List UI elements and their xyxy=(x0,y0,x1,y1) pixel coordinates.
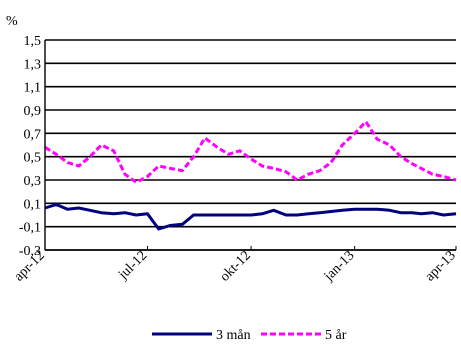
y-tick-label: -0,3 xyxy=(19,244,41,259)
y-tick-labels: 1,5 1,3 1,1 0,9 0,7 0,5 0,3 0,1 -0,1 -0,3 xyxy=(19,34,41,259)
y-tick-label: 1,5 xyxy=(24,34,42,49)
x-tick-label: apr-13 xyxy=(423,248,459,284)
legend-label: 3 mån xyxy=(216,328,251,343)
y-tick-label: 0,1 xyxy=(24,197,42,212)
x-tick-labels: apr-12 jul-12 okt-12 jan-13 apr-13 xyxy=(12,248,459,285)
series-line-solid xyxy=(44,203,457,231)
axes xyxy=(44,40,457,251)
series-layer xyxy=(44,120,457,231)
y-tick-label: 0,9 xyxy=(24,104,42,119)
legend-label: 5 år xyxy=(325,328,347,343)
x-tick-label: okt-12 xyxy=(217,248,253,284)
y-tick-label: 1,1 xyxy=(24,81,42,96)
y-unit-label: % xyxy=(6,14,18,29)
series-line-dashed xyxy=(44,120,457,184)
gridlines xyxy=(45,39,456,251)
y-tick-label: 0,7 xyxy=(24,127,42,142)
y-tick-label: 0,5 xyxy=(24,151,42,166)
x-tick-label: jul-12 xyxy=(115,248,150,283)
x-tick-label: jan-13 xyxy=(321,248,358,285)
legend: 3 mån 5 år xyxy=(152,328,347,343)
y-tick-label: 0,3 xyxy=(24,174,42,189)
y-tick-label: 1,3 xyxy=(24,57,42,72)
y-tick-label: -0,1 xyxy=(19,221,41,236)
